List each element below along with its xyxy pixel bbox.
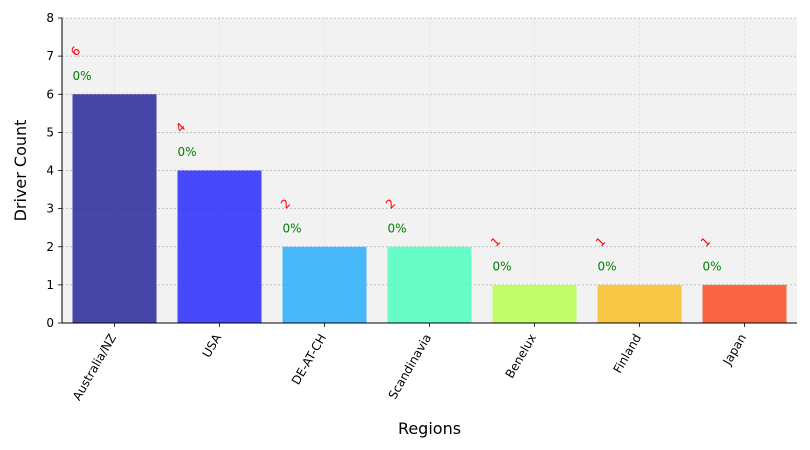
bar (387, 246, 472, 323)
y-tick-label: 7 (46, 49, 54, 63)
bar-percent-label: 0% (493, 259, 512, 273)
y-tick-label: 1 (46, 278, 54, 292)
bar-percent-label: 0% (283, 221, 302, 235)
bar-percent-label: 0% (73, 69, 92, 83)
bar-percent-label: 0% (598, 259, 617, 273)
bar (597, 284, 682, 323)
bars (72, 94, 787, 323)
bar-percent-label: 0% (388, 221, 407, 235)
x-axis-label: Regions (398, 419, 461, 438)
bar (72, 94, 157, 323)
x-tick-label: Finland (611, 332, 645, 376)
y-tick-label: 5 (46, 125, 54, 139)
bar (492, 284, 577, 323)
x-tick-label: Scandinavia (386, 332, 435, 402)
y-tick-label: 0 (46, 316, 54, 330)
y-tick-label: 4 (46, 164, 54, 178)
x-tick-label: Benelux (503, 332, 539, 381)
x-tick-label: DE-AT-CH (289, 332, 329, 388)
x-tick-label: USA (200, 331, 225, 360)
bar (702, 284, 787, 323)
bar (177, 170, 262, 323)
x-tick-label: Australia/NZ (70, 332, 119, 403)
y-tick-label: 6 (46, 87, 54, 101)
bar-percent-label: 0% (703, 259, 722, 273)
y-axis-label: Driver Count (11, 120, 30, 222)
bar (282, 246, 367, 323)
x-tick-label: Japan (720, 332, 749, 369)
bar-percent-label: 0% (178, 145, 197, 159)
y-tick-label: 8 (46, 11, 54, 25)
y-tick-label: 3 (46, 202, 54, 216)
y-tick-label: 2 (46, 240, 54, 254)
